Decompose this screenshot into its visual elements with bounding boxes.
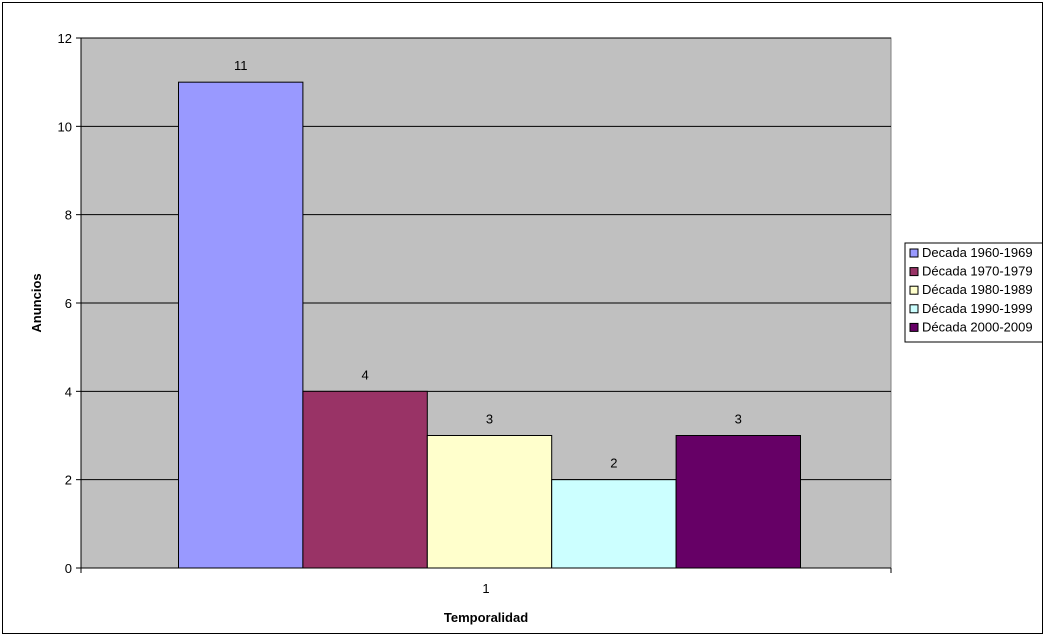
legend-label: Década 1980-1989: [922, 282, 1033, 297]
data-label: 3: [735, 412, 742, 427]
x-category-label: 1: [482, 581, 489, 596]
y-tick-label: 8: [65, 208, 72, 223]
bar-chart: 11 4 3 2 3 0 2 4 6 8 10 12 1 Temporalidad Anuncios…: [29, 31, 1042, 625]
data-label: 11: [234, 58, 248, 73]
data-label: 3: [486, 412, 493, 427]
legend-label: Década 1970-1979: [922, 264, 1033, 279]
bar-d-cada-2000-2009: [675, 435, 801, 569]
bars: [178, 81, 801, 569]
y-tick-label: 2: [65, 473, 72, 488]
bar-d-cada-1980-1989: [426, 435, 553, 569]
x-axis: 1: [80, 567, 892, 596]
y-tick-label: 10: [58, 119, 72, 134]
y-tick-label: 4: [65, 384, 72, 399]
legend-label: Década 2000-2009: [922, 319, 1033, 334]
bar-decada-1960-1969: [178, 81, 304, 569]
bar-d-cada-1970-1979: [302, 390, 428, 569]
y-axis: 0 2 4 6 8 10 12: [58, 31, 82, 576]
y-tick-label: 6: [65, 296, 72, 311]
legend: Decada 1960-1969 Década 1970-1979 Década 1…: [904, 242, 1042, 343]
legend-swatch: [909, 285, 919, 295]
legend-swatch: [909, 267, 919, 277]
legend-box: [904, 242, 1042, 343]
data-label: 2: [610, 456, 617, 471]
y-tick-label: 0: [65, 561, 72, 576]
y-axis-title: Anuncios: [29, 273, 44, 332]
legend-swatch: [909, 248, 919, 258]
y-tick-label: 12: [58, 31, 72, 46]
bar-d-cada-1990-1999: [551, 479, 677, 569]
legend-swatch: [909, 322, 919, 332]
legend-swatch: [909, 304, 919, 314]
legend-label: Decada 1960-1969: [922, 245, 1033, 260]
data-label: 4: [361, 367, 368, 382]
x-axis-title: Temporalidad: [444, 610, 528, 625]
legend-label: Década 1990-1999: [922, 301, 1033, 316]
data-labels: 11 4 3 2 3: [234, 58, 742, 471]
